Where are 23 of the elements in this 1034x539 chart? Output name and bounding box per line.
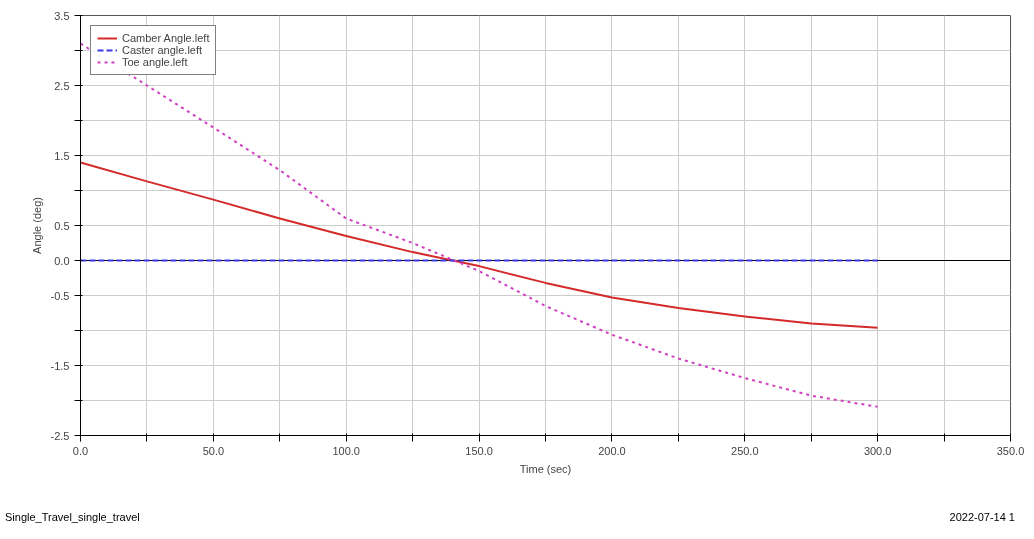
x-axis-title: Time (sec) [519, 462, 572, 475]
text: Single_Travel_single_travel [5, 510, 140, 525]
text: 2022-07-14 1 [949, 510, 1015, 525]
y-axis-title: Angle (deg) [30, 197, 43, 254]
y-tick-label: -2.5 [50, 429, 70, 442]
x-tick-label: 200.0 [598, 444, 626, 457]
legend-label: Caster angle.left [122, 44, 203, 56]
y-tick-label: 2.5 [54, 79, 70, 92]
x-tick-label: 250.0 [731, 444, 759, 457]
y-tick-label: -0.5 [50, 289, 70, 302]
x-tick-label: 0.0 [72, 444, 89, 457]
y-tick-label: 1.5 [54, 149, 70, 162]
legend-label: Camber Angle.left [122, 32, 210, 44]
legend-label: Toe angle.left [122, 56, 188, 68]
y-tick-label: 0.0 [54, 254, 70, 267]
y-tick-label: 0.5 [54, 219, 70, 232]
x-tick-label: 50.0 [202, 444, 225, 457]
x-tick-label: 300.0 [863, 444, 892, 457]
x-tick-label: 350.0 [996, 444, 1025, 457]
x-tick-label: 100.0 [332, 444, 360, 457]
y-tick-label: 3.5 [54, 9, 70, 22]
x-tick-label: 150.0 [465, 444, 493, 457]
y-tick-label: -1.5 [50, 359, 70, 372]
